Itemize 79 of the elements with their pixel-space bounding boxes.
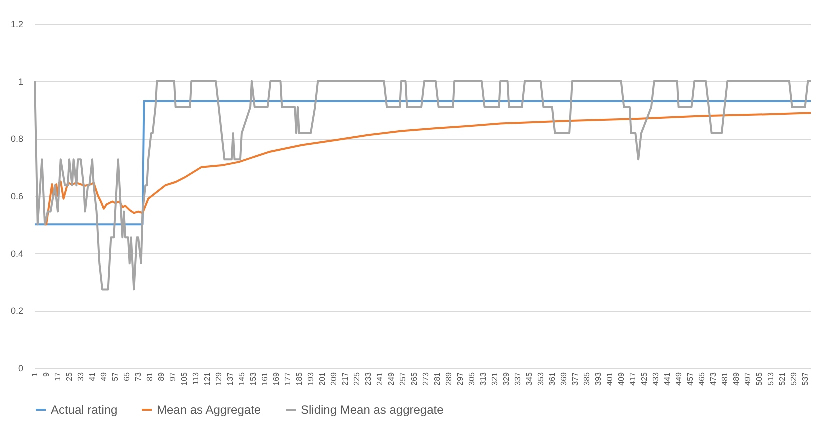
- x-tick-label: 49: [99, 372, 108, 382]
- x-tick-label: 113: [191, 372, 200, 386]
- y-tick-label: 0: [18, 364, 24, 374]
- x-tick-label: 177: [283, 372, 292, 386]
- x-tick-label: 161: [260, 372, 270, 386]
- x-tick-label: 225: [352, 372, 362, 386]
- x-tick-label: 209: [329, 372, 338, 386]
- x-tick-label: 529: [789, 372, 798, 386]
- x-tick-label: 33: [76, 372, 86, 382]
- x-tick-label: 57: [110, 372, 120, 382]
- x-tick-label: 233: [364, 372, 373, 386]
- x-tick-label: 65: [122, 372, 132, 382]
- x-tick-label: 81: [145, 372, 154, 382]
- x-tick-label: 129: [214, 372, 224, 386]
- x-tick-label: 273: [421, 372, 430, 386]
- y-tick-label: 1.2: [10, 20, 24, 30]
- x-tick-label: 537: [800, 372, 810, 386]
- x-tick-label: 73: [134, 372, 143, 382]
- x-tick-label: 505: [754, 372, 764, 386]
- x-tick-label: 409: [616, 372, 626, 386]
- x-tick-label: 305: [467, 372, 476, 386]
- y-tick-label: 0.8: [10, 134, 24, 144]
- x-tick-label: 465: [697, 372, 706, 386]
- x-tick-label: 121: [202, 372, 212, 386]
- x-tick-label: 297: [456, 372, 465, 386]
- x-tick-label: 169: [272, 372, 281, 386]
- x-tick-label: 289: [444, 372, 454, 386]
- x-tick-label: 449: [674, 372, 684, 386]
- x-tick-label: 377: [570, 372, 580, 386]
- x-tick-label: 1: [30, 372, 40, 377]
- line-series: [34, 80, 812, 291]
- legend-label: Actual rating: [51, 403, 118, 417]
- x-tick-label: 153: [248, 372, 258, 386]
- x-tick-label: 353: [536, 372, 546, 386]
- x-tick-label: 97: [168, 372, 178, 382]
- x-tick-label: 481: [720, 372, 730, 386]
- y-tick-label: 0.4: [10, 248, 24, 259]
- x-tick-label: 361: [548, 372, 557, 386]
- x-tick-label: 193: [306, 372, 316, 386]
- x-tick-label: 457: [686, 372, 695, 386]
- x-tick-label: 393: [594, 372, 603, 386]
- x-tick-label: 217: [340, 372, 350, 386]
- x-tick-label: 489: [732, 372, 741, 386]
- x-tick-label: 265: [410, 372, 419, 386]
- x-tick-label: 25: [64, 372, 74, 382]
- x-tick-label: 321: [490, 372, 500, 386]
- x-tick-label: 185: [294, 372, 304, 386]
- x-tick-label: 425: [640, 372, 649, 386]
- x-tick-label: 201: [318, 372, 327, 386]
- x-tick-label: 473: [708, 372, 718, 386]
- legend-label: Sliding Mean as aggregate: [301, 403, 444, 417]
- y-tick-label: 0.2: [10, 306, 24, 316]
- x-tick-label: 385: [582, 372, 592, 386]
- x-tick-label: 241: [375, 372, 384, 386]
- x-tick-label: 441: [662, 372, 672, 386]
- x-tick-label: 497: [743, 372, 752, 386]
- x-tick-label: 417: [628, 372, 638, 386]
- x-tick-label: 17: [53, 372, 62, 382]
- x-tick-label: 9: [42, 372, 51, 377]
- x-tick-label: 521: [778, 372, 787, 386]
- legend-label: Mean as Aggregate: [157, 403, 262, 417]
- y-tick-label: 1: [18, 76, 24, 87]
- x-tick-label: 513: [766, 372, 776, 386]
- x-tick-label: 369: [559, 372, 568, 386]
- x-tick-label: 145: [237, 372, 246, 386]
- x-tick-label: 89: [156, 372, 166, 382]
- x-tick-label: 249: [386, 372, 396, 386]
- x-tick-label: 313: [478, 372, 488, 386]
- y-tick-label: 0.6: [10, 192, 24, 202]
- x-tick-label: 257: [398, 372, 408, 386]
- x-tick-label: 105: [180, 372, 189, 386]
- x-tick-label: 345: [524, 372, 534, 386]
- x-tick-label: 329: [502, 372, 511, 386]
- x-tick-label: 137: [226, 372, 235, 386]
- x-tick-label: 401: [605, 372, 614, 386]
- x-tick-label: 433: [651, 372, 660, 386]
- x-tick-label: 41: [88, 372, 97, 382]
- x-tick-label: 281: [432, 372, 442, 386]
- x-tick-label: 337: [513, 372, 522, 386]
